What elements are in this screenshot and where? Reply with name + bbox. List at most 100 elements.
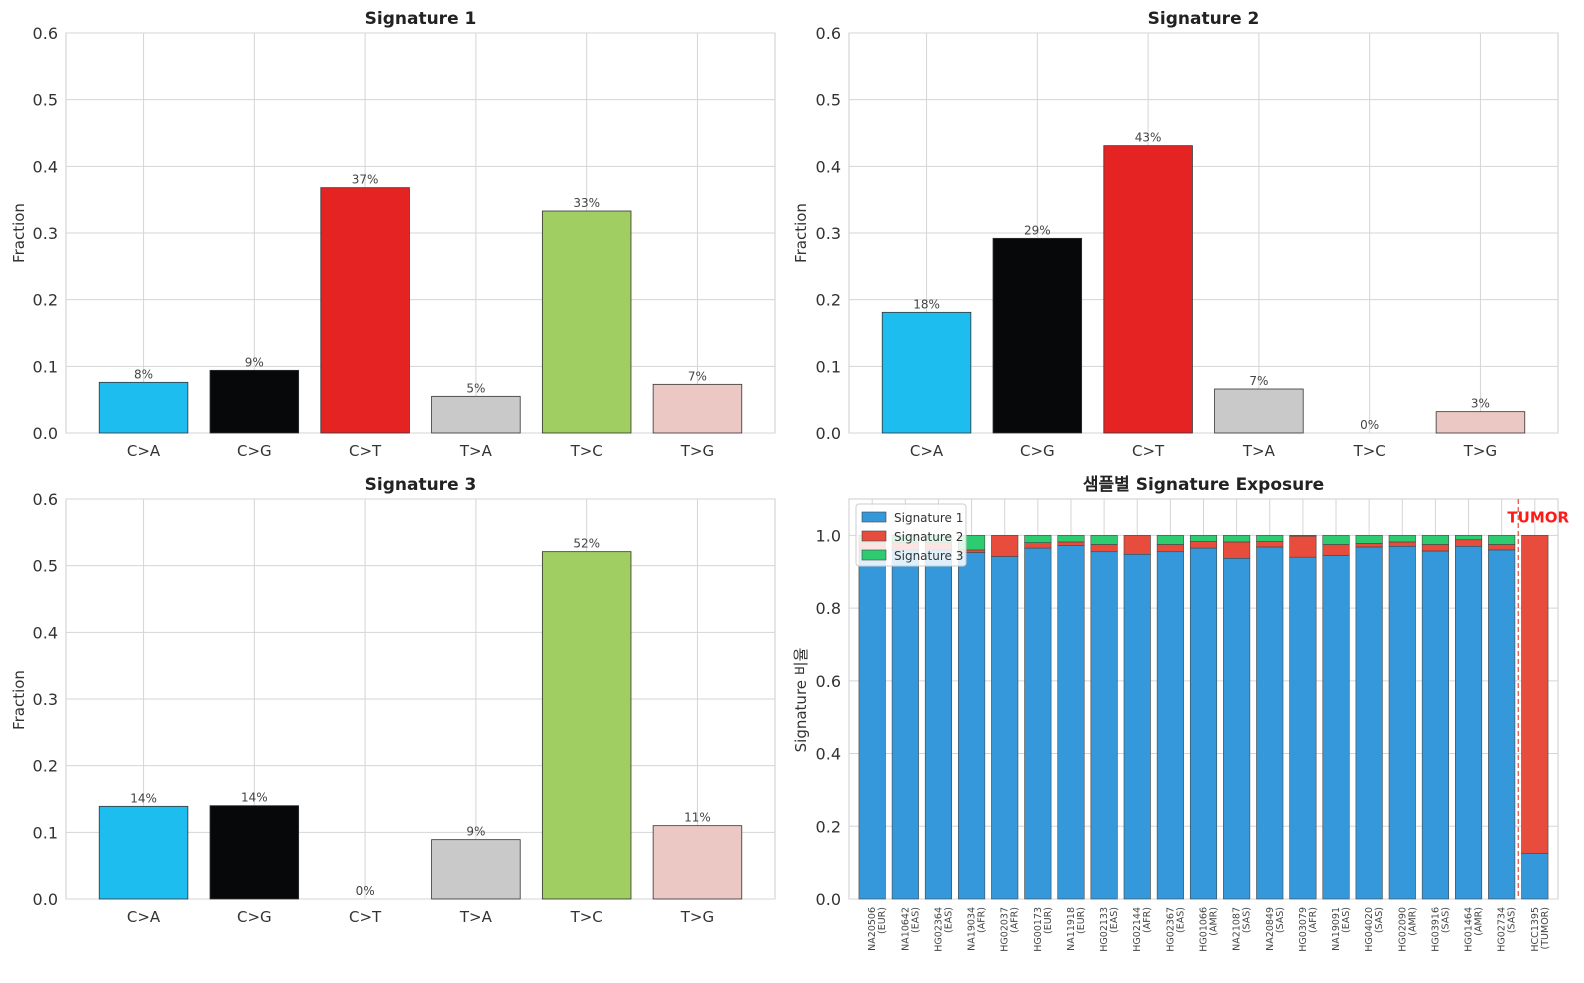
sample-label-line: HG02037 xyxy=(1000,907,1011,952)
stacked-segment-sig1 xyxy=(1024,547,1052,900)
sample-label: NA19034(AFR) xyxy=(967,907,988,951)
y-tick-label: 0.5 xyxy=(33,91,58,110)
y-tick-label: 0.8 xyxy=(816,599,841,618)
x-tick-label: T>A xyxy=(459,908,493,926)
sample-label-line: HG03079 xyxy=(1298,907,1309,952)
sample-label-line: (AFR) xyxy=(1308,907,1319,933)
y-tick-label: 0.6 xyxy=(33,24,58,43)
bar-T-to-G xyxy=(1435,411,1526,434)
stacked-segment-sig3 xyxy=(1223,535,1251,543)
y-tick-label: 0.5 xyxy=(33,557,58,576)
legend-label: Signature 3 xyxy=(894,549,963,563)
y-tick-label: 0.1 xyxy=(816,357,841,376)
x-tick-label: C>G xyxy=(237,442,272,460)
sample-label-line: HG02367 xyxy=(1165,907,1176,952)
stacked-segment-sig1 xyxy=(1322,555,1350,900)
stacked-segment-sig1 xyxy=(1421,550,1449,900)
sample-label-line: (AFR) xyxy=(977,907,988,933)
stacked-segment-sig3 xyxy=(1156,535,1184,545)
y-tick-label: 0.4 xyxy=(816,745,841,764)
stacked-segment-sig2 xyxy=(1256,541,1284,548)
stacked-segment-sig2 xyxy=(1521,535,1549,854)
stacked-segment-sig3 xyxy=(1289,535,1317,537)
x-tick-label: C>A xyxy=(127,442,161,460)
bar-T-to-A xyxy=(1214,388,1304,434)
sample-label-line: HG01066 xyxy=(1199,907,1210,952)
sample-label: HG02734(SAS) xyxy=(1497,907,1518,952)
stacked-segment-sig3 xyxy=(1322,535,1350,545)
sample-label: NA19091(EAS) xyxy=(1331,907,1352,951)
bar-C-to-G xyxy=(992,237,1083,434)
chart-panel-3: 0.0 0.1 0.2 0.3 0.4 0.5 0.6 14% C>A 14% C>G 0% C>T 9%… xyxy=(10,475,776,926)
sample-label-line: (EAS) xyxy=(943,907,954,933)
data-label: 0% xyxy=(1360,418,1379,432)
sample-label: HG01066(AMR) xyxy=(1199,907,1220,952)
chart-panel-1: 0.0 0.1 0.2 0.3 0.4 0.5 0.6 8% C>A 9% C>G 37% C>T 5% T… xyxy=(10,9,776,460)
y-tick-label: 0.6 xyxy=(816,672,841,691)
bar-T-to-C xyxy=(541,551,632,900)
bar-C-to-G xyxy=(209,805,300,900)
y-tick-label: 0.2 xyxy=(816,817,841,836)
sample-label: NA11918(EUR) xyxy=(1066,907,1087,951)
stacked-segment-sig2 xyxy=(1388,541,1416,547)
sample-label-line: (AMR) xyxy=(1474,907,1485,936)
sample-label-line: (TUMOR) xyxy=(1540,907,1551,949)
stacked-segment-sig2 xyxy=(1355,543,1383,548)
y-tick-label: 0.0 xyxy=(816,890,841,909)
sample-label-line: (EAS) xyxy=(910,907,921,933)
y-axis-label: Fraction xyxy=(10,203,28,263)
stacked-segment-sig3 xyxy=(1388,535,1416,543)
legend-swatch xyxy=(861,511,887,523)
stacked-segment-sig2 xyxy=(1189,541,1218,549)
sample-label-line: (AFR) xyxy=(1010,907,1021,933)
stacked-segment-sig1 xyxy=(1454,545,1483,900)
x-tick-label: T>G xyxy=(1463,442,1497,460)
sample-label-line: HG02734 xyxy=(1497,907,1508,952)
stacked-segment-sig2 xyxy=(1024,542,1052,549)
data-label: 5% xyxy=(466,381,485,395)
stacked-segment-sig1 xyxy=(1223,557,1251,900)
stacked-segment-sig2 xyxy=(991,535,1019,557)
stacked-segment-sig1 xyxy=(1289,556,1317,900)
sample-label-line: HG00173 xyxy=(1033,907,1044,952)
sample-label-line: (EUR) xyxy=(1076,907,1087,934)
x-tick-label: C>A xyxy=(127,908,161,926)
stacked-segment-sig2 xyxy=(1421,544,1449,552)
data-label: 37% xyxy=(352,173,379,187)
y-tick-label: 0.3 xyxy=(33,224,58,243)
y-tick-label: 0.0 xyxy=(33,890,58,909)
sample-label-line: HG02144 xyxy=(1132,907,1143,952)
y-axis-label: Fraction xyxy=(10,670,28,730)
x-tick-label: T>A xyxy=(459,442,493,460)
stacked-segment-sig3 xyxy=(1090,535,1118,545)
stacked-segment-sig2 xyxy=(1123,535,1151,555)
sample-label-line: HCC1395 xyxy=(1530,907,1541,952)
data-label: 8% xyxy=(134,367,153,381)
y-axis-label: Fraction xyxy=(792,203,810,263)
sample-label-line: NA19091 xyxy=(1331,907,1342,951)
stacked-segment-sig1 xyxy=(1123,553,1151,900)
y-tick-label: 0.5 xyxy=(816,91,841,110)
stacked-segment-sig2 xyxy=(1223,541,1251,559)
sample-label-line: HG02133 xyxy=(1099,907,1110,952)
x-tick-label: T>C xyxy=(570,908,603,926)
x-tick-label: C>T xyxy=(1132,442,1165,460)
stacked-segment-sig2 xyxy=(1289,535,1317,558)
stacked-segment-sig3 xyxy=(1355,535,1383,544)
sample-label: NA20506(EUR) xyxy=(867,907,888,951)
data-label: 52% xyxy=(573,537,600,551)
data-label: 33% xyxy=(573,196,600,210)
bar-C-to-T xyxy=(320,187,410,434)
y-tick-label: 0.0 xyxy=(816,424,841,443)
sample-label: HG03079(AFR) xyxy=(1298,907,1319,952)
x-tick-label: T>C xyxy=(570,442,603,460)
bar-C-to-G xyxy=(209,369,300,434)
bar-T-to-G xyxy=(652,383,743,434)
sample-label-line: NA11918 xyxy=(1066,907,1077,951)
sample-label-line: (SAS) xyxy=(1374,907,1385,933)
y-tick-label: 0.1 xyxy=(33,357,58,376)
stacked-segment-sig1 xyxy=(1156,551,1184,900)
sample-label-line: NA10642 xyxy=(900,907,911,951)
